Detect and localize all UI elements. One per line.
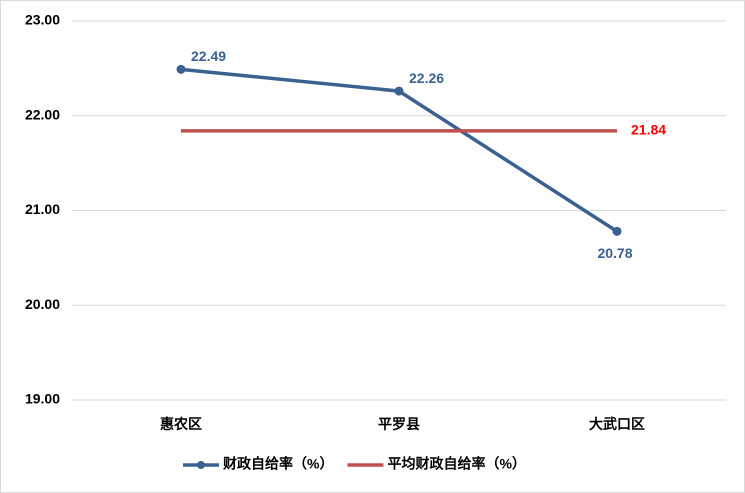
y-tick-label: 21.00: [25, 201, 60, 217]
x-tick-label: 惠农区: [160, 416, 202, 433]
legend-label: 财政自给率（%）: [222, 456, 333, 472]
data-label: 21.84: [631, 122, 666, 138]
data-label: 22.26: [409, 70, 444, 86]
point-marker: [394, 86, 404, 96]
x-tick-label: 大武口区: [589, 416, 645, 433]
x-tick-label: 平罗县: [378, 417, 420, 433]
y-tick-label: 19.00: [25, 391, 60, 407]
y-tick-label: 20.00: [25, 296, 60, 312]
y-tick-label: 22.00: [25, 106, 60, 122]
data-label: 20.78: [597, 245, 632, 261]
legend-label: 平均财政自给率（%）: [387, 456, 525, 472]
y-tick-label: 23.00: [25, 12, 60, 28]
data-label: 22.49: [191, 48, 226, 64]
legend-marker: [197, 461, 205, 469]
point-marker: [612, 226, 622, 236]
point-marker: [176, 64, 186, 74]
